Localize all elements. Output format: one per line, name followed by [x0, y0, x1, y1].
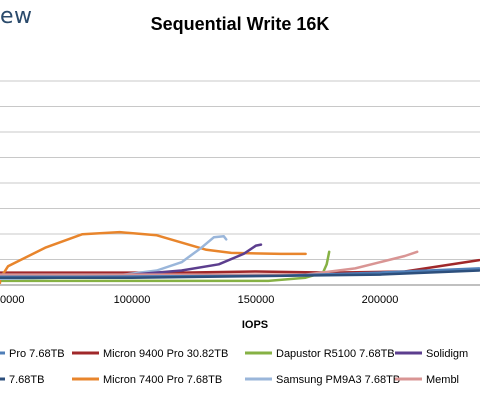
legend-label: Dapustor R5100 7.68TB	[276, 348, 395, 360]
series-line-8	[0, 269, 480, 279]
x-axis-label: IOPS	[242, 319, 268, 331]
legend-label: Micron 7400 Pro 7.68TB	[103, 374, 222, 386]
series-line-6	[0, 250, 419, 276]
series-lines	[0, 230, 480, 285]
series-line-2	[0, 250, 331, 283]
x-tick-label-partial: 0000	[0, 294, 24, 306]
x-tick-label: 150000	[238, 294, 275, 306]
gridlines	[0, 80, 480, 286]
legend-label: Samsung PM9A3 7.68TB	[276, 374, 400, 386]
x-tick-labels: 0000 100000 150000 200000	[0, 294, 398, 306]
chart-title: Sequential Write 16K	[150, 14, 330, 34]
legend-label: 7.68TB	[9, 374, 44, 386]
legend-label: Solidigm	[426, 348, 468, 360]
x-tick-label: 200000	[362, 294, 399, 306]
logo-text: ew	[0, 4, 33, 29]
legend-label: Membl	[426, 374, 459, 386]
series-line-3	[0, 230, 307, 285]
x-tick-label: 100000	[114, 294, 151, 306]
legend-label: Pro 7.68TB	[9, 348, 65, 360]
legend-label: Micron 9400 Pro 30.82TB	[103, 348, 228, 360]
